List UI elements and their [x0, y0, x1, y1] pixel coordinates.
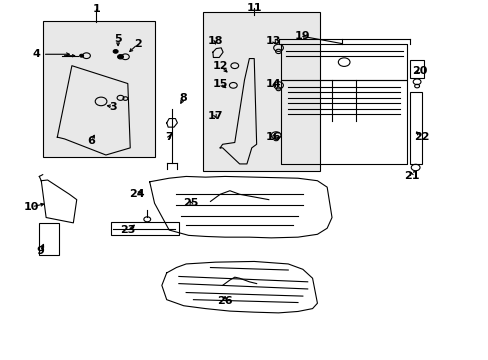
Polygon shape — [220, 59, 256, 164]
Text: 17: 17 — [207, 111, 223, 121]
Text: 15: 15 — [212, 78, 227, 89]
Text: 4: 4 — [32, 49, 40, 59]
Bar — [409, 93, 421, 164]
Text: 18: 18 — [207, 36, 223, 46]
Text: 9: 9 — [36, 247, 44, 256]
Polygon shape — [281, 44, 407, 80]
Text: 12: 12 — [212, 61, 227, 71]
Circle shape — [113, 50, 118, 53]
Polygon shape — [162, 261, 317, 313]
Polygon shape — [281, 80, 407, 164]
Text: 14: 14 — [265, 78, 281, 89]
Text: 20: 20 — [411, 66, 427, 76]
Circle shape — [117, 55, 123, 59]
Text: 3: 3 — [109, 102, 117, 112]
Polygon shape — [57, 66, 130, 155]
Text: 19: 19 — [294, 31, 310, 41]
Text: 6: 6 — [87, 136, 95, 146]
Polygon shape — [149, 176, 331, 238]
Text: 21: 21 — [404, 171, 419, 181]
Bar — [39, 223, 59, 255]
Polygon shape — [41, 180, 77, 223]
Text: 11: 11 — [246, 3, 262, 13]
Text: 2: 2 — [133, 39, 141, 49]
Text: 8: 8 — [180, 93, 187, 103]
Polygon shape — [166, 118, 177, 127]
Bar — [409, 60, 424, 78]
Text: 25: 25 — [183, 198, 198, 208]
Polygon shape — [212, 48, 223, 58]
Bar — [42, 21, 154, 157]
Text: 7: 7 — [165, 132, 173, 142]
Text: 22: 22 — [413, 132, 429, 142]
Circle shape — [80, 54, 83, 57]
Text: 10: 10 — [24, 202, 39, 212]
Text: 24: 24 — [128, 189, 144, 199]
Text: 26: 26 — [217, 296, 232, 306]
Text: 5: 5 — [114, 34, 122, 44]
Text: 23: 23 — [120, 225, 135, 235]
Text: 16: 16 — [265, 132, 281, 142]
Text: 1: 1 — [92, 4, 100, 14]
Bar — [203, 12, 319, 171]
Bar — [111, 222, 179, 235]
Text: 13: 13 — [265, 36, 281, 46]
